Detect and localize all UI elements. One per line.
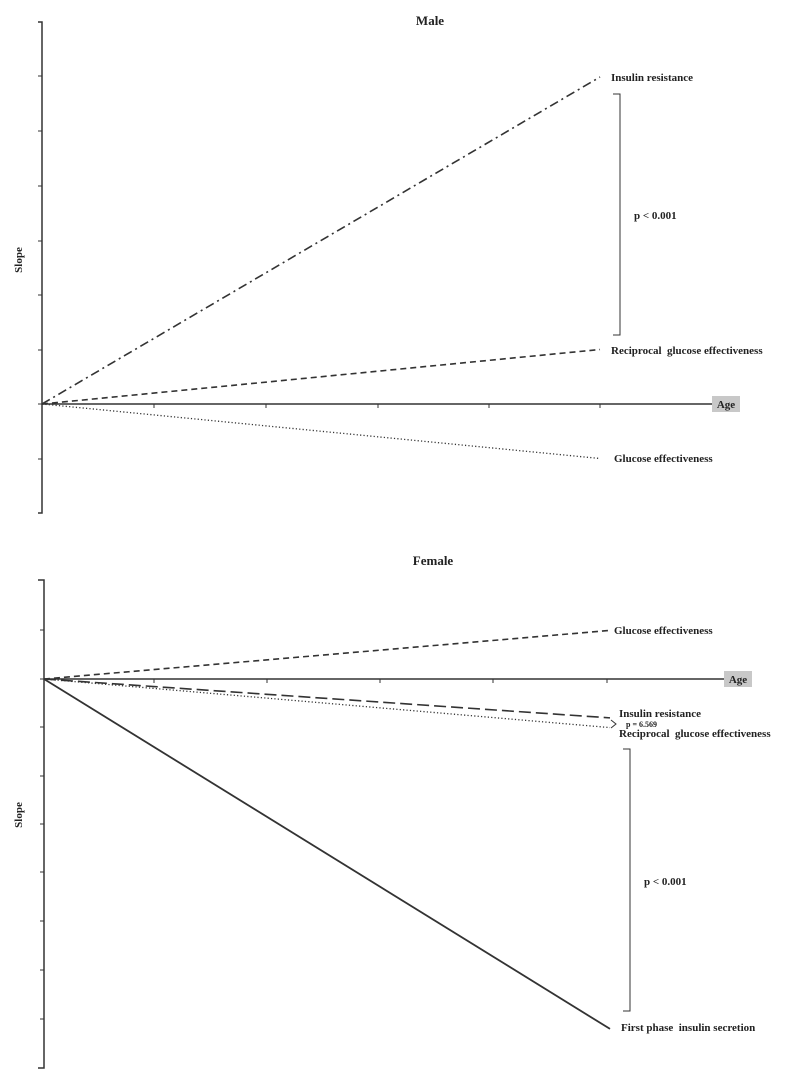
male-x-axis-label: Age: [717, 399, 735, 411]
male-x-axis-label-box: [712, 396, 740, 412]
male-series-label-insulin-resistance: Insulin resistance: [611, 72, 693, 84]
female-series-label-insulin-resistance: Insulin resistance: [619, 708, 701, 720]
male-series-label-glucose-effectiveness: Glucose effectiveness: [614, 453, 713, 465]
male-y-ticks: [38, 21, 42, 514]
female-series-first-phase-insulin-secretion: [43, 678, 611, 1030]
male-title: Male: [416, 13, 444, 28]
female-series-label-glucose-effectiveness: Glucose effectiveness: [614, 625, 713, 637]
female-series-group: Glucose effectiveness Insulin resistance R…: [43, 625, 771, 1034]
male-series-label-reciprocal-glucose-effectiveness: Reciprocal glucose effectiveness: [611, 345, 763, 357]
female-x-axis-label-box: [724, 671, 752, 687]
female-y-ticks: [40, 579, 44, 1069]
male-annotation-p-value: p < 0.001: [634, 210, 677, 222]
male-series-group: Insulin resistance Reciprocal glucose eff…: [41, 72, 763, 465]
female-series-label-reciprocal-glucose-effectiveness: Reciprocal glucose effectiveness: [619, 728, 771, 740]
female-small-bracket: [610, 719, 617, 729]
female-series-glucose-effectiveness: [43, 629, 611, 680]
female-series-reciprocal-glucose-effectiveness: [43, 678, 611, 729]
male-series-insulin-resistance: [41, 76, 601, 405]
female-x-ticks: [153, 679, 608, 683]
female-title: Female: [413, 553, 454, 568]
female-x-axis-label: Age: [729, 674, 747, 686]
female-annotation-small-p-value: p = 6.569: [626, 720, 657, 729]
male-series-reciprocal-glucose-effectiveness: [41, 348, 601, 405]
male-y-axis-label: Slope: [13, 247, 25, 273]
female-annotation-p-value: p < 0.001: [644, 876, 687, 888]
male-y-axis: [38, 21, 43, 514]
male-panel: Male Slope Age Insulin resistance Recipro…: [13, 13, 763, 514]
female-y-axis-label: Slope: [13, 802, 25, 828]
male-series-glucose-effectiveness: [41, 403, 601, 460]
female-series-label-first-phase-insulin-secretion: First phase insulin secretion: [621, 1022, 755, 1034]
female-bracket: [623, 748, 631, 1012]
female-panel: Female Slope Age Glucose effectiveness In…: [13, 553, 771, 1069]
female-series-insulin-resistance: [43, 678, 611, 719]
male-bracket: [613, 93, 621, 336]
male-x-ticks: [153, 404, 601, 408]
